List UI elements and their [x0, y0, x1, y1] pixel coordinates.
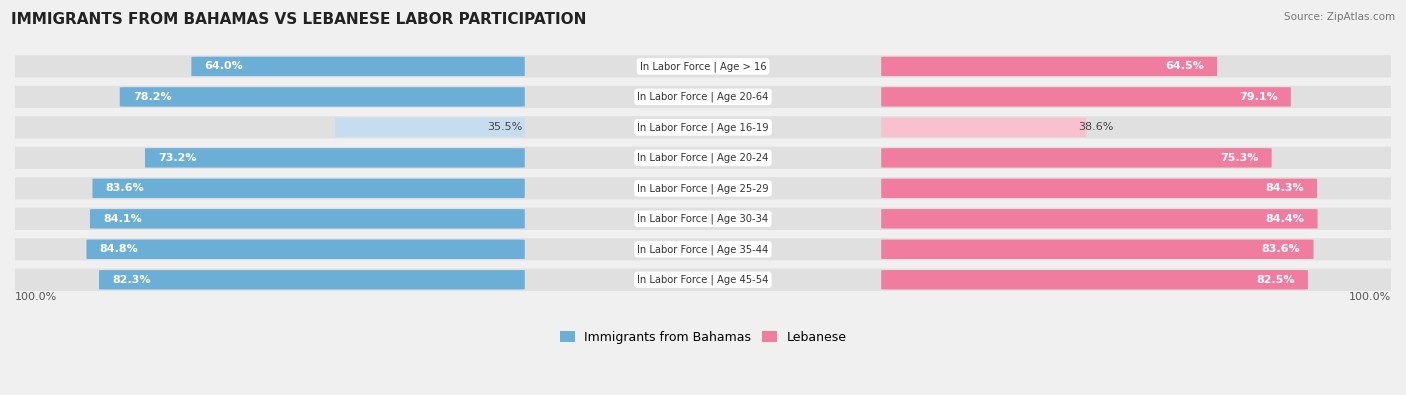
- FancyBboxPatch shape: [6, 86, 1400, 108]
- FancyBboxPatch shape: [6, 116, 1400, 139]
- Text: 83.6%: 83.6%: [105, 183, 145, 193]
- FancyBboxPatch shape: [6, 177, 1400, 199]
- Text: 82.3%: 82.3%: [112, 275, 150, 285]
- Text: 100.0%: 100.0%: [1348, 292, 1391, 303]
- FancyBboxPatch shape: [882, 240, 1313, 259]
- FancyBboxPatch shape: [120, 87, 524, 107]
- FancyBboxPatch shape: [6, 238, 1400, 260]
- Text: 84.3%: 84.3%: [1265, 183, 1303, 193]
- Text: 73.2%: 73.2%: [157, 153, 197, 163]
- FancyBboxPatch shape: [93, 179, 524, 198]
- Text: In Labor Force | Age > 16: In Labor Force | Age > 16: [640, 61, 766, 71]
- Text: In Labor Force | Age 20-64: In Labor Force | Age 20-64: [637, 92, 769, 102]
- FancyBboxPatch shape: [882, 87, 1291, 107]
- Text: In Labor Force | Age 16-19: In Labor Force | Age 16-19: [637, 122, 769, 133]
- Text: In Labor Force | Age 30-34: In Labor Force | Age 30-34: [637, 214, 769, 224]
- Text: 38.6%: 38.6%: [1078, 122, 1114, 132]
- Text: 84.1%: 84.1%: [103, 214, 142, 224]
- FancyBboxPatch shape: [6, 55, 1400, 77]
- Text: Source: ZipAtlas.com: Source: ZipAtlas.com: [1284, 12, 1395, 22]
- Text: 84.4%: 84.4%: [1265, 214, 1305, 224]
- FancyBboxPatch shape: [882, 148, 1271, 167]
- FancyBboxPatch shape: [86, 240, 524, 259]
- FancyBboxPatch shape: [90, 209, 524, 228]
- FancyBboxPatch shape: [882, 209, 1317, 228]
- Text: 75.3%: 75.3%: [1220, 153, 1258, 163]
- FancyBboxPatch shape: [6, 208, 1400, 230]
- FancyBboxPatch shape: [6, 269, 1400, 291]
- Text: In Labor Force | Age 45-54: In Labor Force | Age 45-54: [637, 275, 769, 285]
- Text: 84.8%: 84.8%: [100, 244, 138, 254]
- Text: 79.1%: 79.1%: [1239, 92, 1278, 102]
- Text: 64.0%: 64.0%: [204, 61, 243, 71]
- Text: 35.5%: 35.5%: [488, 122, 523, 132]
- Text: 100.0%: 100.0%: [15, 292, 58, 303]
- FancyBboxPatch shape: [98, 270, 524, 290]
- Text: In Labor Force | Age 20-24: In Labor Force | Age 20-24: [637, 152, 769, 163]
- Text: In Labor Force | Age 25-29: In Labor Force | Age 25-29: [637, 183, 769, 194]
- Text: In Labor Force | Age 35-44: In Labor Force | Age 35-44: [637, 244, 769, 254]
- Text: 82.5%: 82.5%: [1257, 275, 1295, 285]
- FancyBboxPatch shape: [145, 148, 524, 167]
- Text: 83.6%: 83.6%: [1261, 244, 1301, 254]
- Text: IMMIGRANTS FROM BAHAMAS VS LEBANESE LABOR PARTICIPATION: IMMIGRANTS FROM BAHAMAS VS LEBANESE LABO…: [11, 12, 586, 27]
- Text: 78.2%: 78.2%: [132, 92, 172, 102]
- Text: 64.5%: 64.5%: [1166, 61, 1204, 71]
- FancyBboxPatch shape: [335, 118, 524, 137]
- Legend: Immigrants from Bahamas, Lebanese: Immigrants from Bahamas, Lebanese: [554, 326, 852, 349]
- FancyBboxPatch shape: [882, 270, 1308, 290]
- FancyBboxPatch shape: [882, 57, 1218, 76]
- FancyBboxPatch shape: [191, 57, 524, 76]
- FancyBboxPatch shape: [6, 147, 1400, 169]
- FancyBboxPatch shape: [882, 179, 1317, 198]
- FancyBboxPatch shape: [882, 118, 1087, 137]
